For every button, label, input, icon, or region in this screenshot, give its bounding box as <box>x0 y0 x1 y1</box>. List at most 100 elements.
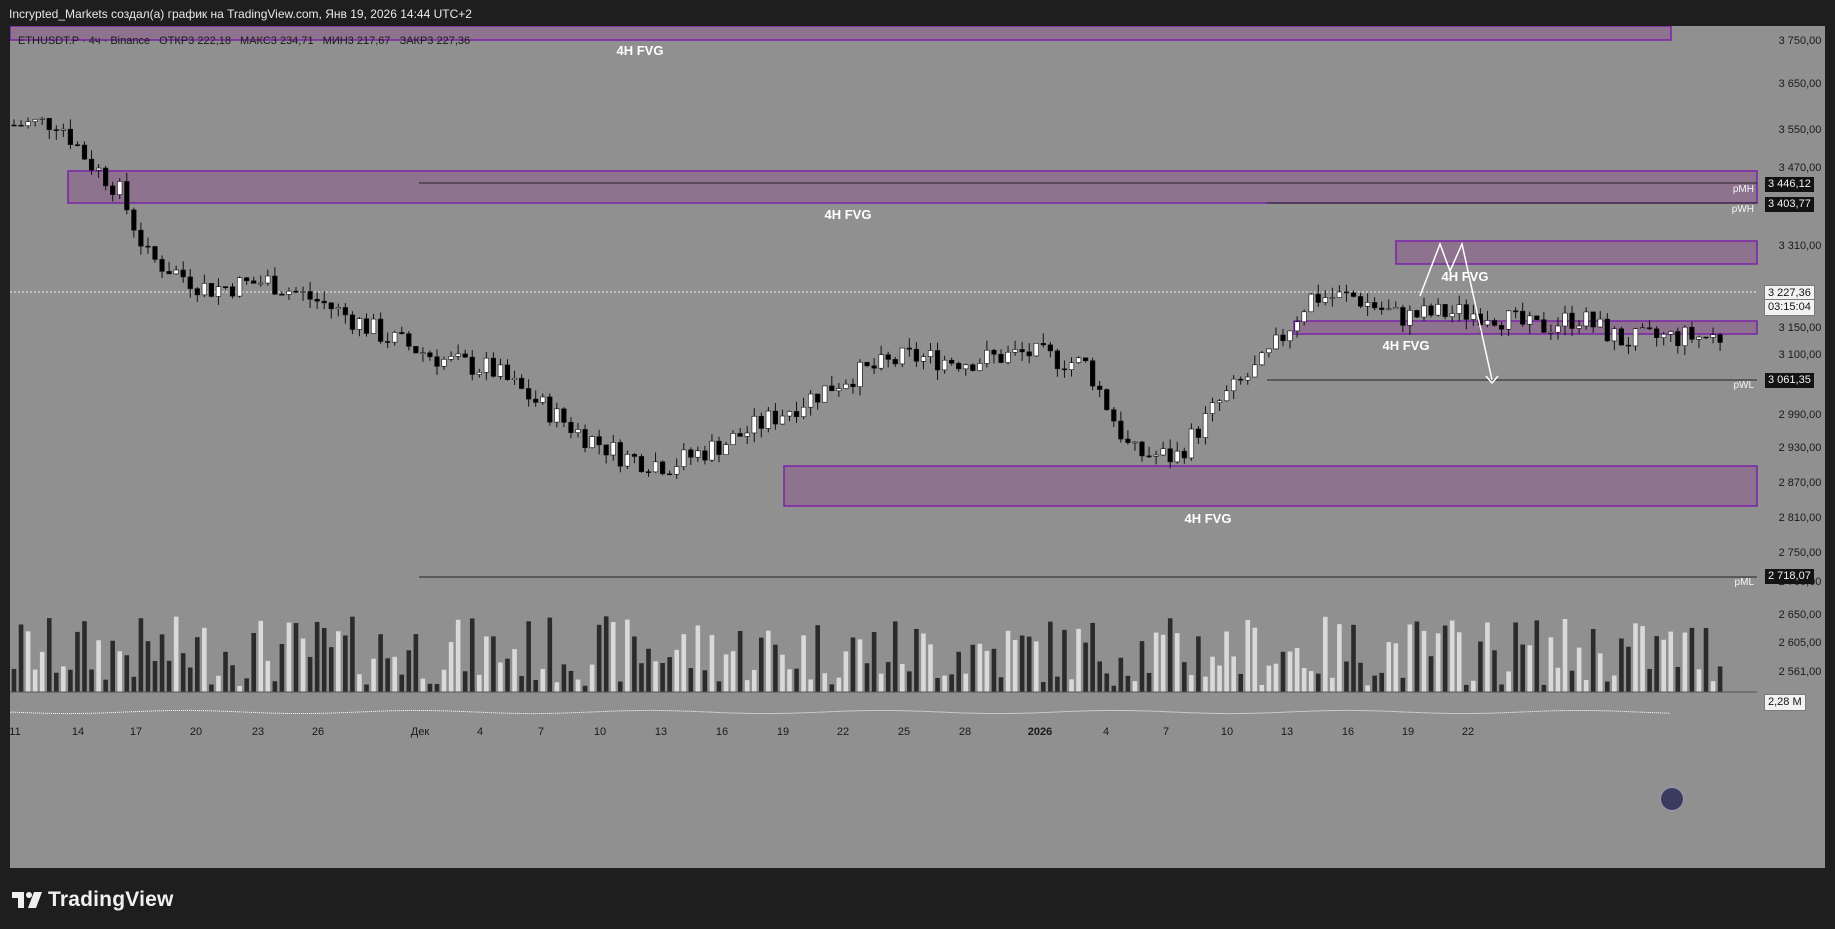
candle <box>370 313 377 334</box>
time-tick-label: 7 <box>1163 726 1169 738</box>
fvg-zone-1[interactable] <box>67 170 1758 204</box>
volume-bar <box>1435 633 1441 692</box>
axis-layer: 3 750,00 3 650,00 3 550,00 3 470,00 3 310,00… <box>10 35 1821 738</box>
volume-bar <box>68 669 73 692</box>
volume-bar <box>653 661 658 692</box>
volume-bar <box>1132 681 1138 692</box>
candle <box>702 445 708 465</box>
candle <box>540 393 546 405</box>
candle <box>1209 397 1216 422</box>
volume-ma-line <box>10 709 1671 715</box>
volume-bar <box>209 684 214 692</box>
volume-bar <box>885 662 891 692</box>
volume-bar <box>1576 647 1582 692</box>
candle <box>822 385 828 403</box>
candle <box>1287 330 1293 349</box>
symbol-name[interactable]: ETHUSDT.P · 4ч · Binance <box>18 35 151 47</box>
pwl-price-tag: 3 061,35 <box>1765 373 1814 388</box>
candle <box>723 441 729 455</box>
candle <box>96 164 102 178</box>
time-tick-label: 22 <box>1462 726 1474 738</box>
fvg-zone-0[interactable] <box>10 26 1672 41</box>
candle <box>1019 341 1025 361</box>
candle <box>1506 310 1512 336</box>
candle <box>533 390 539 407</box>
volume-bar <box>660 662 665 692</box>
volume-bar <box>61 666 66 692</box>
volume-bar <box>977 643 983 692</box>
candle <box>124 173 130 215</box>
volume-bar <box>625 619 630 692</box>
candle <box>1661 331 1667 346</box>
candle-layer <box>11 116 1723 479</box>
volume-bar <box>96 640 101 692</box>
candle <box>1400 304 1406 333</box>
volume-bar <box>900 663 905 692</box>
volume-bar <box>166 660 172 692</box>
volume-bar <box>1252 627 1258 692</box>
candle <box>624 450 630 470</box>
candle <box>427 350 433 361</box>
candle <box>1357 292 1364 309</box>
volume-bar <box>1203 676 1208 692</box>
candle <box>1012 340 1018 356</box>
candle <box>1188 423 1194 461</box>
volume-bar <box>843 651 849 692</box>
volume-bar <box>1238 673 1243 692</box>
projection-path[interactable] <box>1419 241 1493 381</box>
candle <box>349 311 356 335</box>
time-tick-label: 10 <box>1221 726 1233 738</box>
candle <box>497 358 504 380</box>
volume-bar <box>1527 645 1533 692</box>
candle <box>1710 327 1716 344</box>
volume-bar <box>730 651 736 692</box>
candle <box>208 283 215 298</box>
candle <box>1047 342 1053 358</box>
volume-bar <box>1499 684 1504 692</box>
candle <box>1273 327 1279 350</box>
volume-bar <box>787 669 792 692</box>
candle <box>88 150 95 175</box>
tradingview-logo[interactable]: TradingView <box>12 888 174 912</box>
volume-bar <box>1400 677 1406 692</box>
candle <box>1491 318 1498 327</box>
time-tick-label: 22 <box>837 726 849 738</box>
candle <box>526 379 532 407</box>
volume-bar <box>519 676 524 692</box>
chart-area[interactable]: pMH pWH pWL pML 4H FVG 4H FVG 4H FVG 4H FVG 4H … <box>10 26 1825 868</box>
candle <box>871 358 877 375</box>
fvg-zone-4[interactable] <box>783 465 1758 507</box>
volume-bar <box>1654 636 1659 692</box>
fvg-zone-3[interactable] <box>1293 320 1758 335</box>
volume-bar <box>1125 675 1131 692</box>
volume-bar <box>1294 647 1300 692</box>
volume-bar <box>455 619 461 692</box>
levels-layer: pMH pWH pWL pML <box>10 182 1757 588</box>
volume-bar <box>554 682 560 692</box>
volume-bar <box>286 622 292 692</box>
candle <box>843 379 849 390</box>
volume-bar <box>935 677 940 692</box>
price-tick-label: 2 930,00 <box>1779 442 1822 454</box>
candle <box>1541 312 1547 334</box>
volume-bar <box>279 643 285 692</box>
volume-bar <box>836 677 842 692</box>
volume-bar <box>1280 651 1286 692</box>
candle <box>511 370 518 385</box>
volume-bar <box>632 636 637 692</box>
candle <box>1689 321 1695 343</box>
volume-bar <box>1456 632 1462 692</box>
candle <box>1329 287 1335 307</box>
candle <box>265 269 271 286</box>
candle <box>152 246 158 263</box>
flash-icon[interactable] <box>1660 787 1684 811</box>
fvg-zone-2[interactable] <box>1395 240 1758 265</box>
candle <box>800 397 807 420</box>
volume-bar <box>491 636 496 692</box>
candle <box>1245 372 1251 385</box>
candle <box>1231 375 1237 400</box>
volume-bar <box>1541 684 1547 692</box>
volume-bar <box>469 618 475 692</box>
candle <box>1555 317 1561 340</box>
